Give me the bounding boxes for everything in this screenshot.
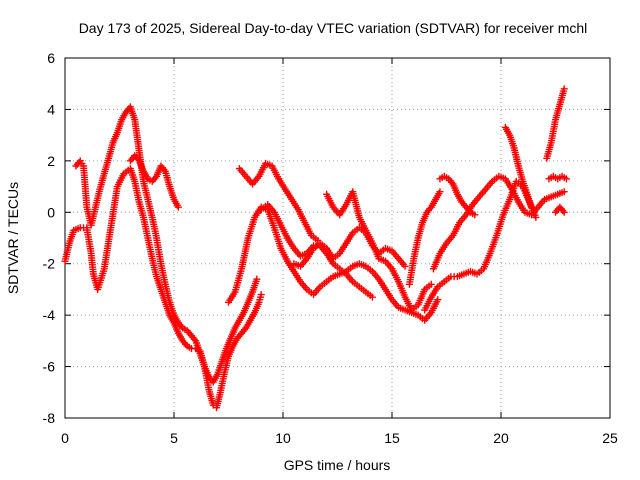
data-series bbox=[72, 103, 261, 386]
y-tick-label: -4 bbox=[43, 307, 56, 323]
data-series bbox=[429, 172, 568, 273]
data-point bbox=[434, 296, 442, 304]
data-point bbox=[471, 211, 479, 219]
data-series bbox=[257, 201, 376, 301]
y-tick-label: 2 bbox=[47, 153, 55, 169]
axis-ticks: 0 5 10 15 20 25 -8 -6 -4 -2 0 2 4 6 bbox=[43, 50, 618, 446]
y-tick-label: 6 bbox=[47, 50, 55, 66]
plot-frame bbox=[64, 57, 611, 419]
data-series bbox=[405, 188, 444, 288]
data-series bbox=[543, 85, 568, 162]
chart-title: Day 173 of 2025, Sidereal Day-to-day VTE… bbox=[79, 20, 588, 36]
data-point bbox=[368, 293, 376, 301]
data-point bbox=[436, 188, 444, 196]
data-point bbox=[562, 175, 570, 183]
data-series bbox=[552, 203, 568, 216]
x-tick-label: 15 bbox=[384, 430, 400, 446]
data-point bbox=[560, 208, 568, 216]
y-tick-label: -6 bbox=[43, 359, 56, 375]
data-points bbox=[61, 85, 570, 412]
data-point bbox=[174, 203, 182, 211]
x-tick-label: 20 bbox=[493, 430, 509, 446]
data-point bbox=[257, 291, 265, 299]
data-series bbox=[290, 224, 409, 270]
y-tick-label: -2 bbox=[43, 256, 56, 272]
data-series bbox=[61, 165, 265, 412]
y-tick-label: 0 bbox=[47, 204, 55, 220]
data-point bbox=[401, 262, 409, 270]
x-tick-label: 10 bbox=[275, 430, 291, 446]
data-point bbox=[427, 280, 435, 288]
data-series bbox=[235, 159, 322, 245]
x-tick-label: 25 bbox=[602, 430, 618, 446]
data-series bbox=[323, 188, 435, 314]
y-tick-label: -8 bbox=[43, 410, 56, 426]
x-axis-label: GPS time / hours bbox=[284, 457, 391, 473]
x-tick-label: 0 bbox=[61, 430, 69, 446]
data-series bbox=[545, 172, 570, 183]
data-series bbox=[225, 203, 442, 324]
y-axis-label: SDTVAR / TECUs bbox=[5, 182, 21, 294]
data-point bbox=[560, 188, 568, 196]
data-point bbox=[532, 213, 540, 221]
y-tick-label: 4 bbox=[47, 101, 55, 117]
x-tick-label: 5 bbox=[170, 430, 178, 446]
data-series bbox=[501, 123, 536, 211]
data-point bbox=[560, 85, 568, 93]
data-series bbox=[126, 152, 182, 211]
data-series bbox=[436, 172, 479, 219]
data-point bbox=[528, 203, 536, 211]
data-point bbox=[253, 275, 261, 283]
